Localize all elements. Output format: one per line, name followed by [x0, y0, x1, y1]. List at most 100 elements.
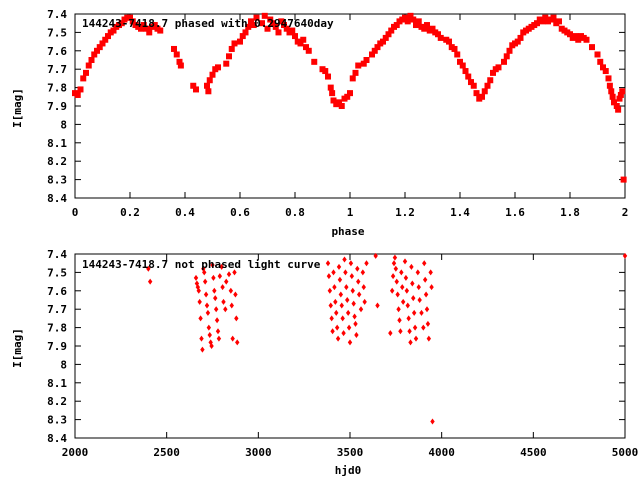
- phased-data-point: [91, 51, 98, 58]
- unphased-data-point: [331, 269, 336, 276]
- phased-data-point: [404, 18, 411, 25]
- phased-data-point: [410, 16, 417, 23]
- phased-data-point: [402, 14, 408, 21]
- phased-data-point: [470, 82, 477, 89]
- unphased-data-point: [397, 317, 402, 324]
- phased-x-axis-label: phase: [331, 225, 364, 238]
- unphased-data-point: [200, 346, 205, 353]
- phased-data-point: [506, 47, 513, 54]
- phased-data-point: [421, 25, 428, 32]
- unphased-data-point: [416, 284, 421, 291]
- phased-data-point: [270, 20, 276, 27]
- phased-data-point: [338, 103, 345, 109]
- phased-data-point: [143, 25, 150, 32]
- phased-data-point: [534, 20, 540, 27]
- phased-data-point: [344, 93, 351, 100]
- phased-data-point: [228, 45, 235, 52]
- phased-data-point: [239, 33, 246, 40]
- unphased-data-point: [388, 330, 393, 337]
- unphased-data-point: [347, 339, 353, 346]
- phased-data-point: [140, 22, 147, 29]
- phased-data-point: [226, 53, 232, 60]
- phased-data-point: [407, 12, 414, 19]
- phased-data-point: [550, 14, 557, 21]
- phased-x-tick-label: 1.2: [395, 206, 415, 219]
- unphased-y-tick-label: 8.1: [47, 377, 67, 390]
- unphased-data-point: [406, 315, 411, 322]
- phased-data-point: [311, 58, 318, 65]
- phased-data-point: [138, 25, 144, 32]
- phased-chart-title: 144243-7418.7 phased with 0.2947640day: [82, 17, 334, 30]
- phased-data-point: [517, 34, 524, 41]
- unphased-data-point: [405, 302, 410, 309]
- unphased-data-point: [346, 324, 352, 331]
- phased-y-tick-label: 7.4: [47, 8, 67, 21]
- phased-data-point: [305, 47, 312, 54]
- phased-data-point: [611, 99, 617, 106]
- unphased-data-point: [332, 284, 337, 291]
- unphased-data-point: [407, 328, 412, 335]
- unphased-data-point: [229, 302, 234, 309]
- unphased-data-point: [230, 335, 235, 342]
- unphased-data-point: [341, 330, 346, 337]
- phased-data-point: [176, 58, 183, 65]
- unphased-data-point: [413, 335, 419, 342]
- phased-x-tick-label: 0.8: [285, 206, 305, 219]
- unphased-data-point: [203, 291, 209, 298]
- unphased-y-tick-label: 8: [60, 358, 67, 371]
- phased-data-point: [393, 22, 400, 29]
- unphased-data-point: [622, 252, 628, 259]
- phased-data-point: [424, 22, 430, 29]
- phased-data-point: [267, 16, 274, 23]
- phased-data-point: [495, 64, 502, 71]
- unphased-data-point: [329, 315, 334, 322]
- unphased-data-point: [202, 278, 208, 285]
- phased-data-point: [193, 86, 199, 93]
- unphased-data-point: [328, 302, 333, 309]
- phased-y-tick-label: 7.9: [47, 100, 67, 113]
- unphased-data-point: [338, 291, 344, 298]
- unphased-x-tick-label: 2000: [62, 446, 89, 459]
- unphased-data-point: [398, 328, 403, 335]
- phased-data-point: [503, 53, 510, 60]
- unphased-data-point: [410, 280, 415, 287]
- unphased-data-point: [355, 265, 360, 272]
- phased-data-point: [272, 23, 279, 30]
- unphased-y-axis-label: I[mag]: [11, 328, 24, 368]
- unphased-data-point: [330, 328, 335, 335]
- unphased-data-point: [403, 274, 409, 281]
- unphased-data-point: [422, 276, 428, 283]
- phased-y-tick-label: 8.4: [47, 192, 67, 205]
- unphased-data-point: [193, 274, 199, 281]
- phased-data-point: [77, 86, 84, 93]
- unphased-data-point: [340, 315, 345, 322]
- phased-data-point: [363, 57, 370, 63]
- unphased-data-point: [356, 291, 362, 298]
- phased-data-point: [415, 18, 422, 25]
- unphased-y-tick-label: 7.5: [47, 266, 67, 279]
- phased-x-tick-label: 1.4: [450, 206, 470, 219]
- phased-data-point: [413, 22, 419, 29]
- unphased-data-point: [399, 269, 404, 276]
- unphased-data-point: [411, 309, 417, 316]
- phased-data-point: [620, 176, 627, 183]
- unphased-x-tick-label: 4000: [428, 446, 455, 459]
- unphased-data-point: [219, 263, 224, 270]
- unphased-data-point: [205, 309, 211, 316]
- unphased-data-point: [335, 335, 341, 342]
- unphased-data-point: [226, 271, 232, 278]
- unphased-data-point: [396, 306, 401, 313]
- phased-data-point: [605, 75, 612, 82]
- phased-data-point: [446, 38, 452, 45]
- phased-y-tick-label: 7.7: [47, 63, 67, 76]
- unphased-data-point: [373, 252, 378, 259]
- phased-data-point: [275, 29, 282, 36]
- phased-data-point: [118, 20, 125, 27]
- phased-data-point: [479, 93, 485, 100]
- unphased-x-tick-label: 3500: [337, 446, 364, 459]
- unphased-data-point: [356, 278, 361, 285]
- phased-data-point: [292, 33, 298, 40]
- unphased-data-point: [351, 300, 356, 307]
- phased-x-tick-label: 0.6: [230, 206, 250, 219]
- unphased-data-point: [362, 298, 367, 305]
